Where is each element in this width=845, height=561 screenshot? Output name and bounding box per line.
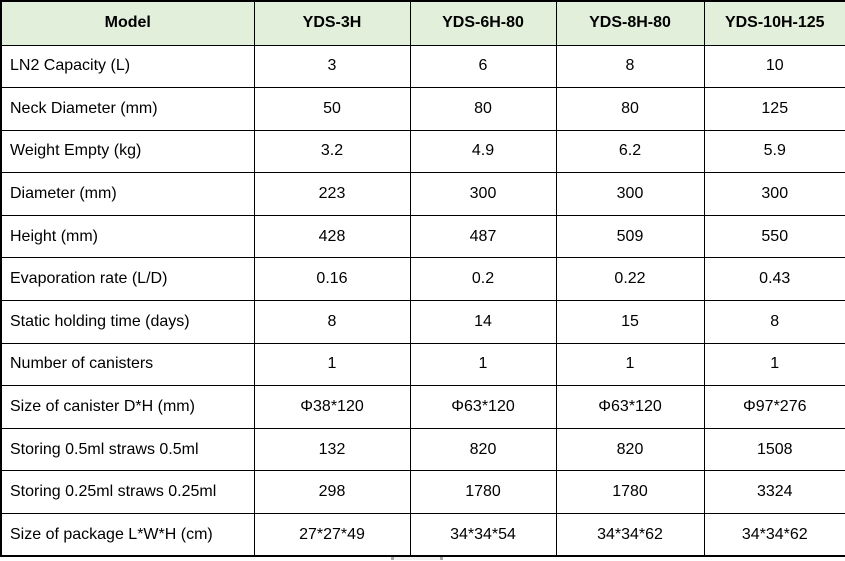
value-cell: 8 [555, 44, 705, 89]
value-cell: 34*34*62 [703, 513, 845, 557]
header-cell-model: Model [0, 0, 255, 46]
row-label: Number of canisters [0, 342, 255, 387]
table-row: Height (mm) 428 487 509 550 [0, 214, 845, 259]
value-cell: 8 [703, 300, 845, 344]
value-cell: 1 [409, 342, 557, 387]
value-cell: 550 [703, 214, 845, 259]
row-label: Static holding time (days) [0, 300, 255, 344]
value-cell: Φ63*120 [555, 385, 705, 429]
row-label: Size of canister D*H (mm) [0, 385, 255, 429]
value-cell: 6.2 [555, 129, 705, 174]
table-row: Static holding time (days) 8 14 15 8 [0, 300, 845, 344]
table-row: Diameter (mm) 223 300 300 300 [0, 172, 845, 216]
table-row: Storing 0.25ml straws 0.25ml 298 1780 1780 3… [0, 470, 845, 515]
value-cell: 3 [253, 44, 411, 89]
value-cell: 10 [703, 44, 845, 89]
value-cell: 3.2 [253, 129, 411, 174]
header-cell-yds-6h-80: YDS-6H-80 [409, 0, 557, 46]
value-cell: 298 [253, 470, 411, 515]
value-cell: 3324 [703, 470, 845, 515]
value-cell: 125 [703, 87, 845, 131]
row-label: Size of package L*W*H (cm) [0, 513, 255, 557]
row-label: Evaporation rate (L/D) [0, 257, 255, 302]
spec-table-body: LN2 Capacity (L) 3 6 8 10 Neck Diameter (mm) 5… [0, 44, 845, 557]
row-label: Neck Diameter (mm) [0, 87, 255, 131]
value-cell: 0.16 [253, 257, 411, 302]
value-cell: 223 [253, 172, 411, 216]
page-break-marker [391, 557, 443, 560]
value-cell: 1780 [409, 470, 557, 515]
row-label: Storing 0.5ml straws 0.5ml [0, 427, 255, 472]
value-cell: 300 [409, 172, 557, 216]
value-cell: 80 [409, 87, 557, 131]
value-cell: 820 [555, 427, 705, 472]
value-cell: 5.9 [703, 129, 845, 174]
value-cell: 34*34*62 [555, 513, 705, 557]
value-cell: 4.9 [409, 129, 557, 174]
value-cell: 1508 [703, 427, 845, 472]
row-label: Diameter (mm) [0, 172, 255, 216]
value-cell: 0.43 [703, 257, 845, 302]
value-cell: 1 [555, 342, 705, 387]
value-cell: 15 [555, 300, 705, 344]
table-row: Weight Empty (kg) 3.2 4.9 6.2 5.9 [0, 129, 845, 174]
row-label: LN2 Capacity (L) [0, 44, 255, 89]
value-cell: 8 [253, 300, 411, 344]
value-cell: 300 [555, 172, 705, 216]
value-cell: 1 [703, 342, 845, 387]
value-cell: 34*34*54 [409, 513, 557, 557]
value-cell: 132 [253, 427, 411, 472]
row-label: Weight Empty (kg) [0, 129, 255, 174]
table-row: Number of canisters 1 1 1 1 [0, 342, 845, 387]
value-cell: Φ38*120 [253, 385, 411, 429]
table-row: Size of package L*W*H (cm) 27*27*49 34*34*… [0, 513, 845, 557]
value-cell: 509 [555, 214, 705, 259]
table-row: Size of canister D*H (mm) Φ38*120 Φ63*120 Φ… [0, 385, 845, 429]
value-cell: Φ97*276 [703, 385, 845, 429]
value-cell: 0.2 [409, 257, 557, 302]
table-row: Evaporation rate (L/D) 0.16 0.2 0.22 0.43 [0, 257, 845, 302]
value-cell: 50 [253, 87, 411, 131]
value-cell: 428 [253, 214, 411, 259]
row-label: Height (mm) [0, 214, 255, 259]
value-cell: 820 [409, 427, 557, 472]
value-cell: 14 [409, 300, 557, 344]
table-row: LN2 Capacity (L) 3 6 8 10 [0, 44, 845, 89]
value-cell: 6 [409, 44, 557, 89]
header-cell-yds-10h-125: YDS-10H-125 [703, 0, 845, 46]
value-cell: Φ63*120 [409, 385, 557, 429]
value-cell: 487 [409, 214, 557, 259]
value-cell: 1780 [555, 470, 705, 515]
row-label: Storing 0.25ml straws 0.25ml [0, 470, 255, 515]
header-cell-yds-8h-80: YDS-8H-80 [555, 0, 705, 46]
value-cell: 80 [555, 87, 705, 131]
value-cell: 0.22 [555, 257, 705, 302]
value-cell: 27*27*49 [253, 513, 411, 557]
header-cell-yds-3h: YDS-3H [253, 0, 411, 46]
value-cell: 300 [703, 172, 845, 216]
table-row: Neck Diameter (mm) 50 80 80 125 [0, 87, 845, 131]
value-cell: 1 [253, 342, 411, 387]
header-row: Model YDS-3H YDS-6H-80 YDS-8H-80 YDS-10H-125 [0, 0, 845, 46]
table-row: Storing 0.5ml straws 0.5ml 132 820 820 1508 [0, 427, 845, 472]
